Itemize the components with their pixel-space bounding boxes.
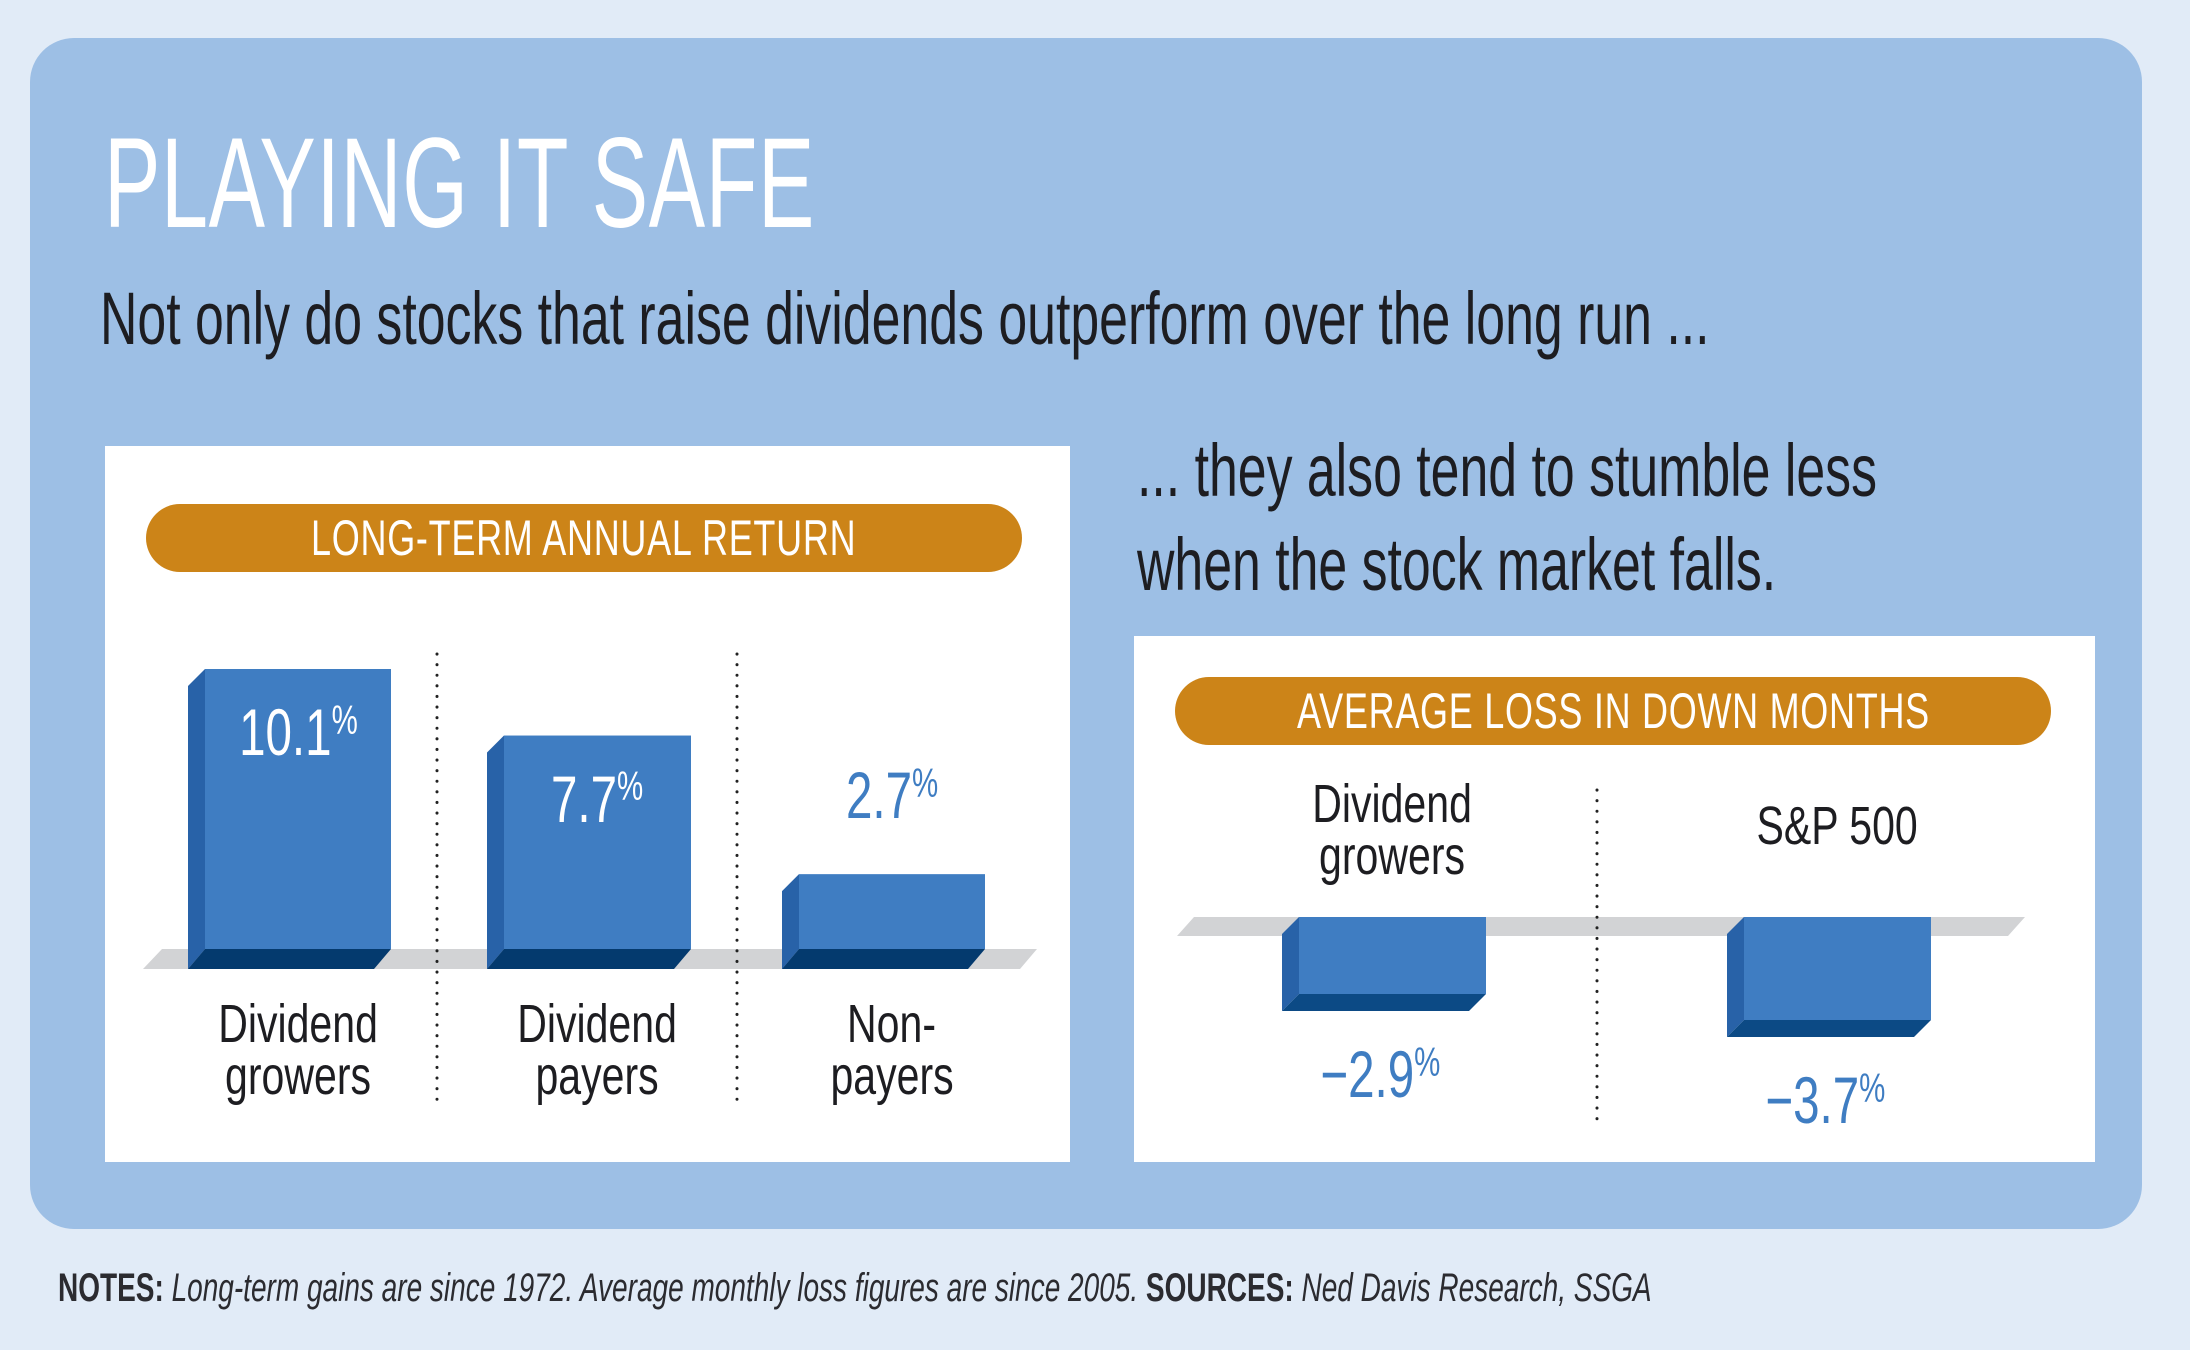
category-label-line: Dividend — [1312, 774, 1473, 834]
subtitle: Not only do stocks that raise dividends … — [100, 277, 1710, 360]
category-label: Dividend growers — [138, 994, 458, 1106]
sources-label: SOURCES: — [1145, 1266, 1294, 1310]
bar-side — [782, 874, 799, 969]
bar-base — [1727, 1020, 1931, 1037]
sources-text: Ned Davis Research, SSGA — [1293, 1266, 1652, 1310]
bar-base — [782, 949, 985, 969]
aside-line-1: ... they also tend to stumble less — [1137, 429, 1877, 512]
notes-label: NOTES: — [58, 1266, 164, 1310]
value-label: 2.7% — [845, 758, 939, 833]
value-label: −3.7% — [1765, 1063, 1886, 1137]
bar-base — [188, 949, 391, 969]
category-label-line: payers — [830, 1046, 954, 1106]
bar-side — [487, 735, 504, 969]
category-label-line: Dividend — [517, 994, 678, 1054]
page-title: PLAYING IT SAFE — [104, 112, 815, 255]
bar-side — [1282, 917, 1299, 1012]
category-label: Dividend payers — [438, 994, 758, 1106]
bar-side — [1727, 917, 1744, 1037]
aside-line-2: when the stock market falls. — [1137, 523, 1777, 606]
bar-2 — [799, 874, 985, 949]
long-term-return-title: LONG-TERM ANNUAL RETURN — [311, 510, 857, 566]
bar-1 — [1744, 917, 1931, 1020]
category-label-line: growers — [225, 1046, 371, 1106]
category-label-line: payers — [535, 1046, 660, 1106]
category-label: Dividend growers — [1223, 774, 1563, 886]
value-label: 7.7% — [551, 761, 644, 836]
bar-0 — [205, 669, 391, 949]
down-months-header: AVERAGE LOSS IN DOWN MONTHS — [1175, 677, 2051, 745]
bar-base — [1282, 994, 1486, 1012]
category-label: Non-payers — [732, 994, 1052, 1106]
category-label-line: growers — [1319, 826, 1466, 886]
footnote: NOTES: Long-term gains are since 1972. A… — [58, 1268, 1652, 1308]
bar-base — [487, 949, 691, 969]
bar-side — [188, 669, 205, 969]
category-label: S&P 500 — [1668, 796, 2008, 856]
value-label: −2.9% — [1320, 1037, 1441, 1112]
category-label-line: S&P 500 — [1756, 796, 1919, 856]
category-label-line: Non- — [847, 994, 937, 1054]
notes-text: Long-term gains are since 1972. Average … — [163, 1266, 1146, 1310]
long-term-return-header: LONG-TERM ANNUAL RETURN — [146, 504, 1022, 572]
value-label: 10.1% — [238, 695, 358, 769]
bar-0 — [1299, 917, 1486, 995]
category-label-line: Dividend — [218, 994, 378, 1054]
bar-1 — [504, 735, 691, 949]
down-months-title: AVERAGE LOSS IN DOWN MONTHS — [1296, 683, 1930, 739]
